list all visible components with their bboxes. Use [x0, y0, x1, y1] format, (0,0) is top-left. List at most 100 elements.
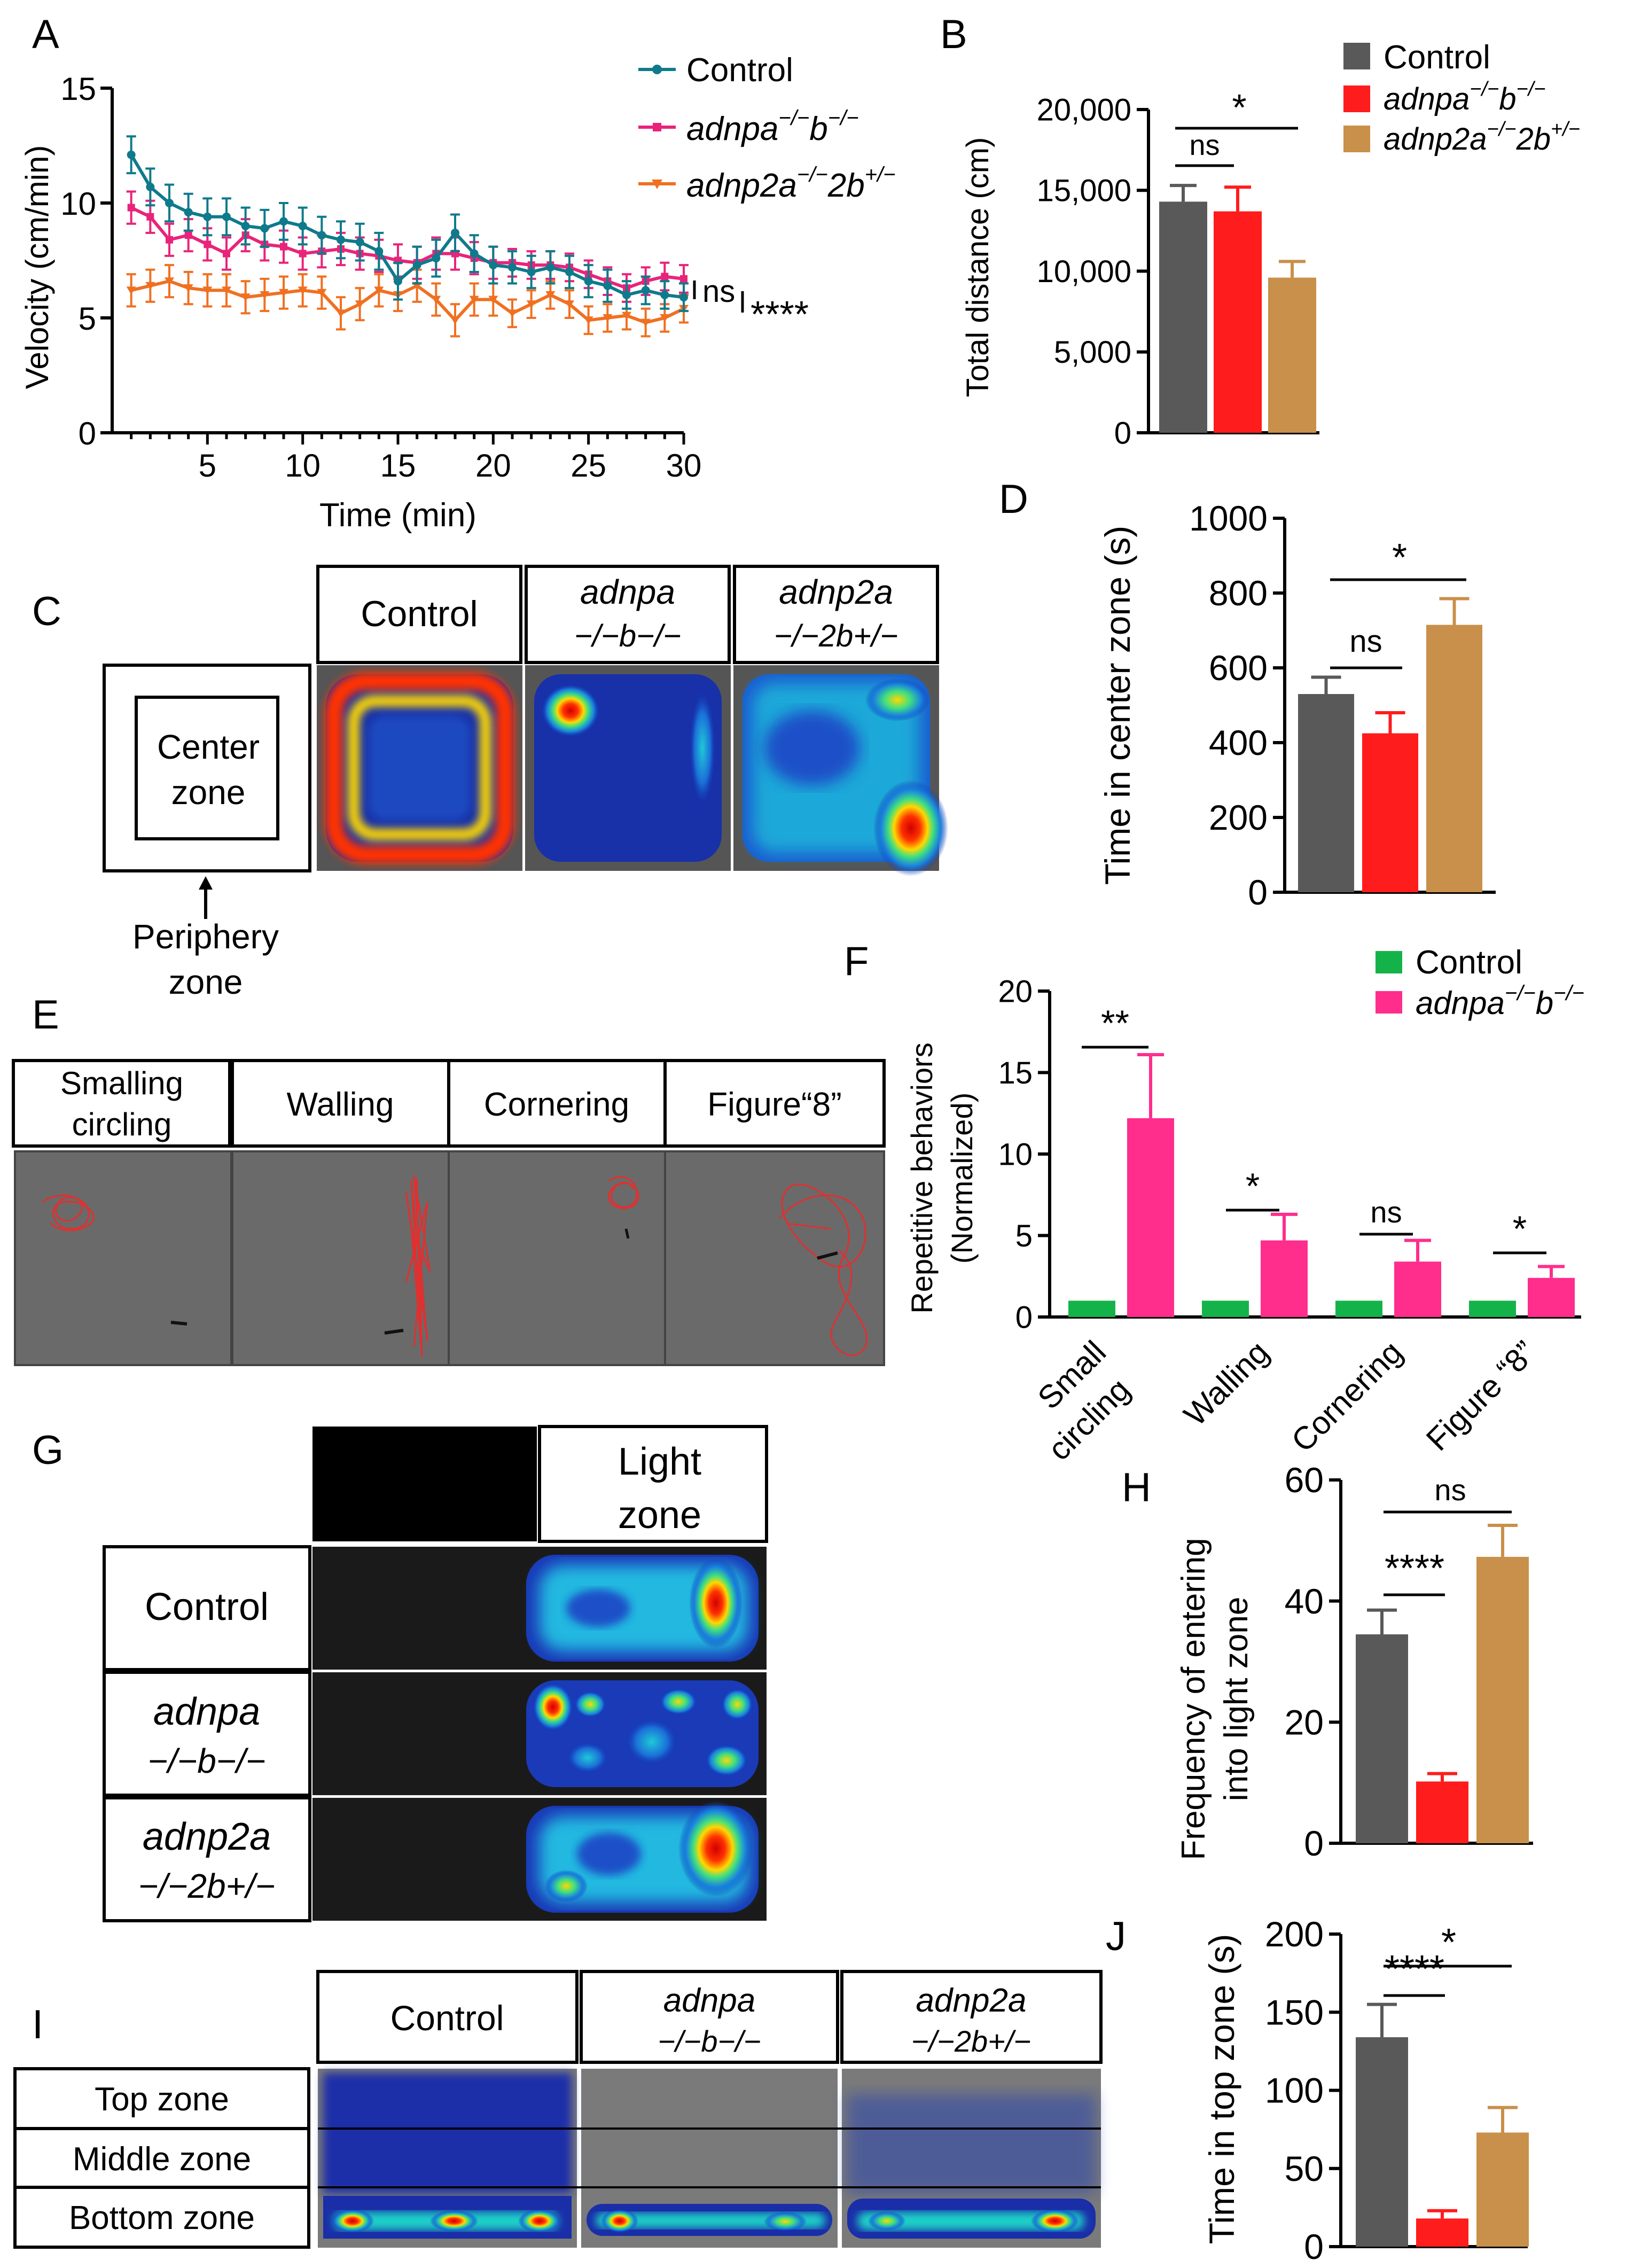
series-control-point: [451, 228, 459, 237]
series-adnpa-point: [127, 204, 135, 212]
series-adnpa-point: [280, 243, 287, 251]
series-adnp2a-point: [545, 291, 556, 299]
legend-a-control: Control: [686, 52, 793, 89]
series-adnp2a-point: [469, 295, 479, 304]
series-adnp2a-point: [165, 277, 174, 286]
chart-f-legend: Control adnpa−/−b−/−: [1376, 944, 1584, 1021]
bar-control: [1356, 1634, 1408, 1843]
series-control-point: [679, 293, 688, 302]
series-control-point: [508, 263, 517, 272]
series-control-point: [298, 222, 307, 230]
annotation-ns: ns: [1349, 624, 1382, 659]
y-tick-label: 5: [79, 301, 96, 337]
series-adnp2a-point: [317, 289, 327, 297]
track-walling: [405, 1175, 431, 1358]
y-tick-label: 20: [1285, 1702, 1324, 1742]
series-adnpa-line: [130, 206, 684, 290]
dark-zone-header: [312, 1427, 537, 1541]
series-adnp2a-point: [222, 286, 231, 295]
series-control-point: [355, 238, 364, 247]
series-control-point: [279, 217, 288, 226]
series-adnpa-point: [661, 272, 669, 280]
y-tick-label: 0: [79, 416, 96, 451]
periphery-arrow-icon: [199, 876, 213, 890]
series-adnp2a-point: [240, 293, 251, 302]
bar-adnpa: [1127, 1118, 1174, 1317]
bar-adnpa: [1261, 1240, 1308, 1317]
series-adnpa-point: [223, 250, 230, 258]
chart-h-ylabel-2: into light zone: [1218, 1597, 1255, 1802]
series-adnp2a-point: [431, 295, 441, 304]
chart-d-center-zone: 0 200 400 600 800 1000 ns *: [1189, 498, 1496, 912]
x-tick-label: 20: [475, 448, 511, 484]
series-control-point: [527, 268, 536, 276]
x-tick-label: 5: [199, 448, 216, 484]
e-header-cornering: Cornering: [484, 1086, 629, 1123]
bar-adnpa: [1362, 733, 1418, 892]
e-header-small-circling-2: circling: [72, 1106, 172, 1142]
heatmap-i-control: [318, 2069, 577, 2248]
annotation-2: ns: [1370, 1195, 1402, 1229]
g-row-control: Control: [145, 1586, 269, 1628]
bar-adnpa: [1416, 1781, 1468, 1843]
bar-control: [1159, 201, 1207, 433]
track-small-circling: [42, 1194, 95, 1232]
y-tick-label: 0: [1248, 872, 1268, 912]
c-header-adnp2a-sub: −/−2b+/−: [774, 619, 898, 653]
series-adnp2a-point: [565, 300, 574, 309]
heatmap-i-adnp2a: [842, 2069, 1101, 2248]
g-header-light-2: zone: [618, 1494, 701, 1537]
i-header-control: Control: [390, 1998, 504, 2038]
series-adnp2a-point: [450, 316, 460, 325]
series-adnp2a-point: [298, 286, 308, 295]
y-tick-label: 200: [1265, 1914, 1324, 1954]
series-control-line: [130, 154, 684, 299]
series-adnpa-point: [299, 250, 307, 258]
heatmap-c-adnpa: [525, 665, 731, 871]
i-row-middle: Middle zone: [73, 2141, 251, 2178]
y-tick-label: 15: [998, 1056, 1033, 1090]
series-adnpa-point: [166, 236, 173, 244]
track-figure8: [779, 1183, 868, 1357]
annotation-star: *: [1232, 87, 1246, 128]
series-control-point: [660, 291, 669, 299]
heatmap-g-control: [312, 1547, 767, 1670]
i-row-top: Top zone: [95, 2081, 229, 2118]
chart-j-ylabel: Time in top zone (s): [1202, 1934, 1241, 2244]
c-header-adnpa-sub: −/−b−/−: [574, 619, 681, 653]
series-control-point: [146, 182, 155, 191]
annotation-star: *: [1441, 1921, 1456, 1964]
series-adnp2a-point: [488, 295, 498, 304]
i-header-adnp2a: adnp2a: [916, 1982, 1027, 2019]
bar-control: [1202, 1300, 1249, 1317]
series-control-point: [641, 286, 650, 295]
y-tick-label: 800: [1209, 573, 1268, 613]
x-category-label: Walling: [1177, 1334, 1276, 1433]
bar-control: [1298, 694, 1354, 892]
bar-adnpa: [1528, 1277, 1575, 1317]
series-adnp2a-point: [202, 286, 213, 295]
y-tick-label: 0: [1015, 1300, 1033, 1335]
y-tick-label: 5: [1015, 1219, 1033, 1253]
x-category-label: Figure “8”: [1419, 1334, 1543, 1458]
chart-a-annotation-ns: ns: [702, 274, 735, 309]
bar-adnp2a: [1426, 625, 1482, 892]
y-tick-label: 15,000: [1037, 174, 1131, 208]
series-control-point: [337, 235, 345, 244]
y-tick-label: 20,000: [1037, 92, 1131, 127]
series-control-point: [222, 212, 231, 221]
x-tick-label: 30: [666, 448, 702, 484]
bar-adnpa: [1394, 1261, 1441, 1317]
series-control-point: [241, 222, 250, 230]
series-adnp2a-point: [145, 282, 155, 290]
y-tick-label: 200: [1209, 798, 1268, 837]
e-header-figure8: Figure“8”: [707, 1086, 842, 1123]
series-control-point: [260, 224, 269, 233]
legend-b-adnp2a: adnp2a−/−2b+/−: [1384, 118, 1580, 157]
series-control-point: [317, 231, 326, 240]
series-adnp2a-point: [526, 300, 536, 309]
chart-a-ylabel: Velocity (cm/min): [19, 145, 55, 389]
y-tick-label: 0: [1304, 1823, 1324, 1863]
e-header-walling: Walling: [287, 1086, 394, 1123]
